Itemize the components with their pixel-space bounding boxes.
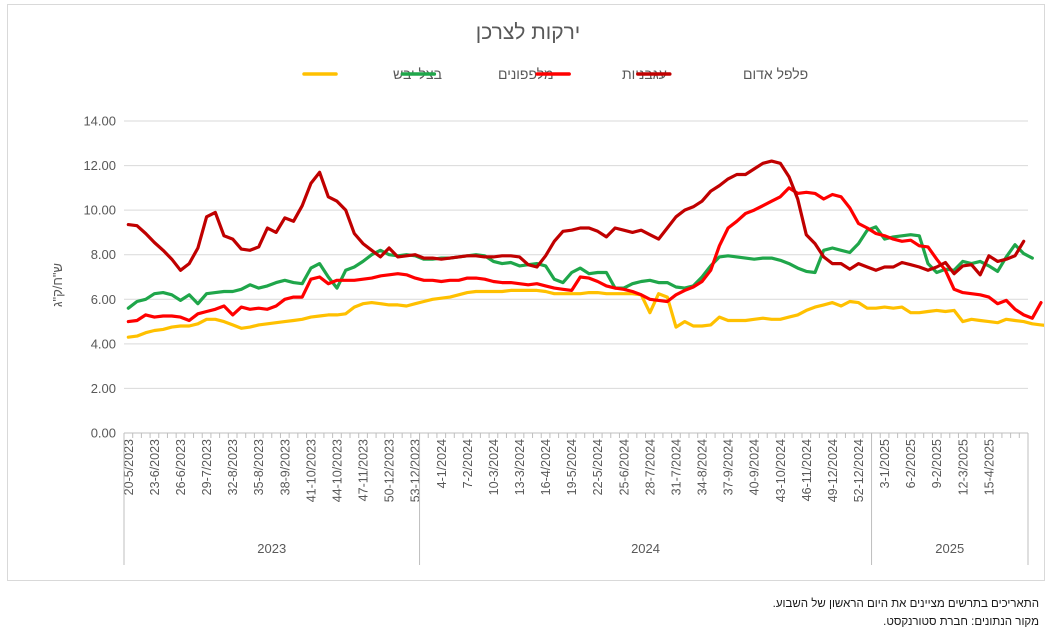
y-tick-label: 0.00	[91, 426, 116, 441]
x-tick-label: 53-12/2023	[409, 439, 423, 502]
x-tick-label: 49-12/2024	[826, 439, 840, 502]
legend-label: מלפפונים	[498, 66, 554, 82]
x-tick-label: 46-11/2024	[800, 439, 814, 501]
x-tick-label: 9-2/2025	[930, 439, 944, 488]
note-source: מקור הנתונים: חברת סטורנקסט.	[883, 616, 1039, 628]
x-tick-label: 25-6/2024	[617, 439, 631, 495]
x-tick-label: 4-1/2024	[435, 439, 449, 488]
x-tick-label: 10-3/2024	[487, 439, 501, 495]
series-line	[126, 186, 1043, 324]
x-tick-label: 28-7/2024	[643, 439, 657, 495]
chart-title: ירקות לצרכן	[476, 21, 581, 44]
x-tick-label: 43-10/2024	[774, 439, 788, 502]
x-tick-label: 32-8/2023	[226, 439, 240, 495]
series-line	[126, 288, 1059, 339]
year-label: 2025	[935, 541, 964, 556]
legend-label: פלפל אדום	[743, 66, 808, 82]
year-label: 2023	[257, 541, 286, 556]
x-tick-label: 13-3/2024	[513, 439, 527, 495]
x-tick-label: 31-7/2024	[669, 439, 683, 495]
y-tick-label: 8.00	[91, 247, 116, 262]
x-tick-label: 44-10/2023	[330, 439, 344, 502]
x-tick-label: 15-4/2025	[982, 439, 996, 495]
y-axis-label: ש"ח/ק"ג	[50, 263, 65, 307]
x-tick-label: 40-9/2024	[748, 439, 762, 495]
x-tick-label: 23-6/2023	[148, 439, 162, 495]
x-tick-label: 41-10/2023	[304, 439, 318, 502]
chart-frame: ירקות לצרכן ש"ח/ק"ג 0.00 2.00 4.00 6.00 8.00…	[7, 4, 1059, 581]
x-tick-label: 35-8/2023	[252, 439, 266, 495]
y-tick-labels: 0.00 2.00 4.00 6.00 8.00 10.00 12.00 14.00	[83, 114, 116, 441]
y-tick-label: 2.00	[91, 381, 116, 396]
x-tick-label: 16-4/2024	[539, 439, 553, 495]
x-tick-label: 29-7/2023	[200, 439, 214, 495]
y-tick-label: 6.00	[91, 292, 116, 307]
x-tick-label: 22-5/2024	[591, 439, 605, 495]
chart: ירקות לצרכן ש"ח/ק"ג 0.00 2.00 4.00 6.00 8.00…	[50, 21, 1059, 565]
x-tick-label: 38-9/2023	[278, 439, 292, 495]
x-tick-label: 12-3/2025	[956, 439, 970, 495]
legend: בצל יבש מלפפונים עגבניות פלפל אדום	[302, 66, 808, 82]
series-lines	[126, 159, 1059, 339]
gridlines	[124, 120, 1028, 434]
x-tick-label: 20-5/2023	[122, 439, 136, 495]
x-tick-label: 52-12/2024	[852, 439, 866, 502]
x-tick-label: 26-6/2023	[174, 439, 188, 495]
x-tick-label: 3-1/2025	[878, 439, 892, 488]
x-tick-label: 34-8/2024	[696, 439, 710, 495]
x-tick-label: 37-9/2024	[722, 439, 736, 495]
x-tick-label: 19-5/2024	[565, 439, 579, 495]
y-tick-label: 4.00	[91, 336, 116, 351]
year-label: 2024	[631, 541, 660, 556]
x-tick-label: 50-12/2023	[383, 439, 397, 502]
x-axis: 20-5/2023 23-6/2023 26-6/2023 29-7/2023 32-8…	[122, 432, 1029, 565]
x-tick-label: 47-11/2023	[357, 439, 371, 501]
x-tick-label: 6-2/2025	[904, 439, 918, 488]
y-tick-label: 12.00	[83, 158, 116, 173]
x-tick-label: 7-2/2024	[461, 439, 475, 488]
y-tick-label: 10.00	[83, 203, 116, 218]
series-line	[126, 159, 1026, 277]
y-tick-label: 14.00	[83, 114, 116, 129]
note-dates: התאריכים בתרשים מציינים את היום הראשון ש…	[772, 598, 1039, 610]
